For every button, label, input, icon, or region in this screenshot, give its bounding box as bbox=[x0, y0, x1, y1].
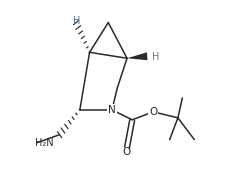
Text: O: O bbox=[149, 107, 157, 117]
Text: H: H bbox=[153, 52, 160, 62]
Text: O: O bbox=[123, 147, 131, 157]
Text: H₂N: H₂N bbox=[35, 138, 54, 148]
Polygon shape bbox=[127, 52, 147, 60]
Text: N: N bbox=[108, 105, 116, 115]
Text: H: H bbox=[73, 16, 81, 26]
